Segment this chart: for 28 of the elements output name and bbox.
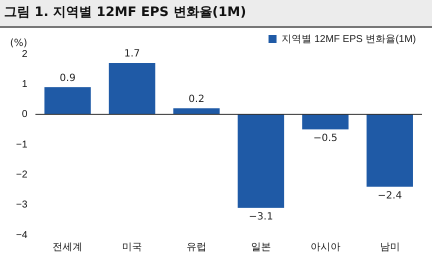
data-label: 0.2: [188, 94, 204, 105]
x-tick-label: 남미: [380, 242, 400, 253]
data-label: 0.9: [60, 72, 76, 84]
data-label: −2.4: [378, 190, 402, 202]
bar: [44, 87, 91, 114]
data-label: −0.5: [313, 133, 338, 144]
bar: [238, 114, 284, 208]
legend-label: 지역별 12MF EPS 변화율(1M): [282, 34, 416, 45]
data-label: −3.1: [248, 211, 274, 222]
y-tick-label: −2: [16, 169, 28, 180]
y-tick-label: 2: [22, 48, 28, 60]
y-axis-title: (%): [10, 38, 28, 49]
y-tick-label: 0: [22, 109, 28, 120]
y-tick-label: −1: [16, 139, 28, 150]
bar: [173, 108, 220, 114]
x-tick-label: 일본: [250, 242, 271, 253]
y-tick-label: 1: [22, 78, 28, 90]
x-tick-label: 전세계: [52, 242, 83, 253]
x-tick-label: 아시아: [310, 242, 340, 253]
y-tick-label: −3: [16, 200, 28, 211]
y-tick-label: −4: [16, 230, 28, 241]
data-label: 1.7: [124, 48, 140, 60]
bar: [108, 63, 156, 114]
x-tick-label: 유럽: [186, 242, 206, 253]
bar: [366, 114, 413, 187]
x-tick-label: 미국: [122, 242, 142, 253]
bar: [302, 114, 349, 130]
chart-title: 그림 1. 지역별 12MF EPS 변화율(1M): [0, 0, 432, 28]
